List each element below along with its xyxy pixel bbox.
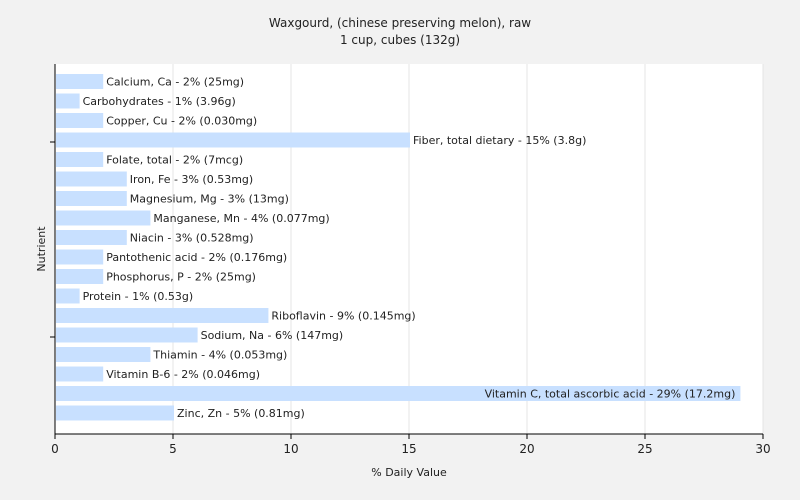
bar	[56, 386, 741, 401]
x-tick-label: 5	[169, 442, 177, 456]
bar-data-label: Copper, Cu - 2% (0.030mg)	[106, 115, 257, 128]
bar	[56, 327, 198, 343]
bar	[56, 132, 410, 148]
x-tick-label: 15	[401, 442, 416, 456]
bar	[56, 288, 80, 304]
axes: 0 5 10 15 20 25 30	[50, 64, 771, 456]
bars: Calcium, Ca - 2% (25mg) Carbohydrates - 1…	[56, 74, 741, 421]
grid-lines	[172, 64, 764, 434]
bar	[56, 113, 104, 128]
y-axis-label: Nutrient	[35, 226, 48, 272]
bar-data-label: Carbohydrates - 1% (3.96g)	[83, 95, 236, 108]
x-axis-label: % Daily Value	[371, 466, 447, 479]
x-tick-label: 20	[519, 442, 534, 456]
bar-data-label: Zinc, Zn - 5% (0.81mg)	[177, 407, 305, 420]
bar	[56, 230, 127, 245]
x-tick-label: 0	[51, 442, 59, 456]
bar-data-label: Fiber, total dietary - 15% (3.8g)	[413, 134, 586, 147]
bar	[56, 269, 104, 284]
bar-data-label: Protein - 1% (0.53g)	[83, 290, 194, 303]
bar	[56, 93, 80, 109]
bar-data-label: Folate, total - 2% (7mcg)	[106, 154, 243, 167]
bar	[56, 249, 104, 265]
bar	[56, 74, 104, 89]
chart-title: Waxgourd, (chinese preserving melon), ra…	[269, 16, 531, 30]
bar-data-label: Riboflavin - 9% (0.145mg)	[271, 310, 415, 323]
bar-data-label: Pantothenic acid - 2% (0.176mg)	[106, 251, 287, 264]
bar	[56, 191, 127, 206]
x-tick-label: 30	[755, 442, 770, 456]
bar-data-label: Thiamin - 4% (0.053mg)	[152, 349, 287, 362]
bar	[56, 405, 174, 421]
bar	[56, 366, 104, 382]
bar-data-label: Manganese, Mn - 4% (0.077mg)	[153, 212, 329, 225]
bar	[56, 152, 104, 167]
bar-data-label: Sodium, Na - 6% (147mg)	[201, 329, 344, 342]
bar-data-label: Magnesium, Mg - 3% (13mg)	[130, 193, 289, 206]
bar-data-label: Vitamin B-6 - 2% (0.046mg)	[106, 368, 260, 381]
bar-data-label: Calcium, Ca - 2% (25mg)	[106, 76, 244, 89]
bar	[56, 171, 127, 187]
bar-data-label: Phosphorus, P - 2% (25mg)	[106, 271, 256, 284]
bar	[56, 347, 151, 362]
x-tick-label: 25	[637, 442, 652, 456]
bar-data-label: Vitamin C, total ascorbic acid - 29% (17…	[485, 388, 736, 401]
chart-subtitle: 1 cup, cubes (132g)	[340, 33, 460, 47]
bar	[56, 308, 269, 323]
bar-data-label: Iron, Fe - 3% (0.53mg)	[130, 173, 253, 186]
x-tick-label: 10	[283, 442, 298, 456]
bar	[56, 210, 151, 226]
bar-data-label: Niacin - 3% (0.528mg)	[130, 232, 254, 245]
